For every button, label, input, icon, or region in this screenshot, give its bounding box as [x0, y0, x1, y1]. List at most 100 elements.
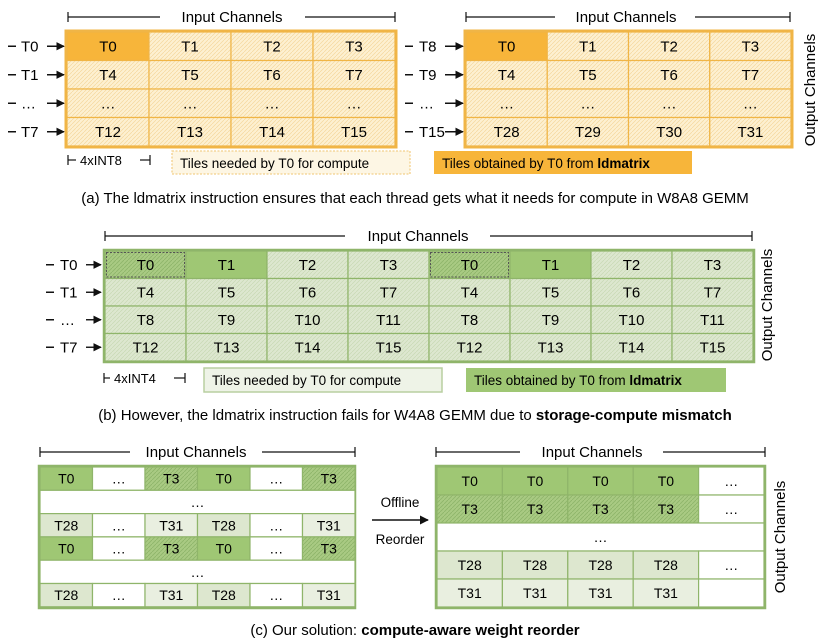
tile-label: …	[191, 494, 205, 510]
tile-cell	[436, 466, 504, 496]
tile-label: T1	[579, 38, 597, 55]
tile-label: T7	[704, 284, 722, 301]
tile-label: T15	[700, 339, 726, 356]
tile-label: …	[662, 95, 677, 112]
tile-cell	[465, 88, 548, 119]
thread-label: T15	[419, 124, 445, 141]
panel-c-right-grid: T0 T0 T0 T0 … T3 T3 T3 T3 … … T28 T28 T28 T28 … T31 T31 T3…	[436, 466, 765, 608]
panel-a-left-header: Input Channels	[67, 9, 396, 26]
tile-label: T3	[704, 257, 722, 274]
tile-label: T1	[542, 257, 560, 274]
tile-label: T31	[458, 585, 482, 601]
tile-label: T0	[592, 473, 609, 489]
panel-c-right-header: Input Channels	[435, 444, 766, 461]
tile-label: T3	[345, 38, 363, 55]
tile-label: …	[269, 541, 283, 557]
tile-label: T14	[619, 339, 645, 356]
reorder-label: Reorder	[376, 532, 425, 547]
tile-label: …	[743, 95, 758, 112]
tile-label: T3	[527, 501, 544, 517]
panel-a-left-grid: T0 T1 T2 T3 T4 T5 T6 T7 … … … … T12 T13 T14 T15	[66, 31, 396, 147]
tile-cell	[312, 31, 396, 62]
tile-label: T0	[99, 38, 117, 55]
thread-label: …	[60, 312, 75, 329]
tile-label: T3	[658, 501, 675, 517]
panel-b-output-label: Output Channels	[759, 249, 776, 362]
tile-cell	[312, 116, 396, 147]
tile-cell	[148, 116, 232, 147]
tile-label: T2	[623, 257, 641, 274]
tile-label: T28	[458, 557, 482, 573]
tile-label: T7	[380, 284, 398, 301]
tile-cell	[627, 88, 711, 119]
tile-cell	[230, 59, 314, 90]
thread-label: T7	[21, 124, 39, 141]
tile-cell	[436, 494, 504, 524]
tile-label: T14	[295, 339, 321, 356]
tile-label: T9	[542, 312, 560, 329]
tile-label: T3	[380, 257, 398, 274]
tile-label: T0	[658, 473, 675, 489]
tile-label: T4	[498, 67, 516, 84]
panel-b-caption: (b) However, the ldmatrix instruction fa…	[98, 407, 732, 424]
tile-label: T0	[461, 257, 479, 274]
panel-b-unit-label: 4xINT4	[114, 371, 156, 386]
offline-label: Offline	[381, 495, 420, 510]
tile-label: …	[580, 95, 595, 112]
tile-label: T6	[263, 67, 281, 84]
panel-a-unit-bracket: 4xINT8	[67, 153, 151, 168]
tile-label: T13	[177, 124, 203, 141]
tile-label: T15	[376, 339, 402, 356]
panel-a-legend-obtained: Tiles obtained by T0 from ldmatrix	[442, 156, 650, 171]
tile-cell	[148, 59, 232, 90]
tile-cell	[465, 31, 548, 62]
panel-b-header: Input Channels	[104, 228, 753, 245]
tile-label: T3	[163, 541, 180, 557]
tile-label: T10	[619, 312, 645, 329]
panel-c-output-label: Output Channels	[772, 481, 789, 594]
tile-cell	[671, 277, 754, 307]
offline-reorder-arrow: Offline Reorder	[372, 495, 429, 547]
tile-cell	[436, 578, 504, 608]
tile-label: …	[594, 529, 608, 545]
panel-c-left-header: Input Channels	[39, 444, 356, 461]
tile-label: T12	[133, 339, 159, 356]
panel-a-caption: (a) The ldmatrix instruction ensures tha…	[81, 190, 749, 207]
tile-label: …	[265, 95, 280, 112]
tile-label: …	[112, 517, 126, 533]
tile-cell	[509, 305, 592, 335]
thread-label: T7	[60, 339, 78, 356]
panel-b-unit-bracket: 4xINT4	[103, 371, 186, 386]
tile-cell	[546, 116, 630, 147]
tile-label: T2	[660, 38, 678, 55]
panel-c-caption: (c) Our solution: compute-aware weight r…	[250, 622, 579, 639]
tile-cell	[590, 250, 673, 280]
tile-label: T14	[259, 124, 285, 141]
tile-label: T13	[538, 339, 564, 356]
tile-cell	[567, 550, 634, 580]
tile-cell	[465, 59, 548, 90]
tile-label: T6	[623, 284, 641, 301]
panel-a-legend-obtained-box	[434, 151, 692, 174]
tile-label: T28	[523, 557, 547, 573]
tile-label: …	[499, 95, 514, 112]
thread-label: T8	[419, 38, 437, 55]
panel-a-legend-needed: Tiles needed by T0 for compute	[180, 156, 369, 171]
thread-label: …	[21, 95, 36, 112]
tile-label: T3	[742, 38, 760, 55]
thread-label: T1	[60, 284, 78, 301]
tile-label: T3	[163, 471, 180, 487]
panel-a-left-header-label: Input Channels	[182, 9, 283, 26]
tile-label: T29	[575, 124, 601, 141]
tile-highlight	[430, 252, 509, 278]
thread-label: T9	[419, 67, 437, 84]
tile-label: T31	[317, 587, 341, 603]
panel-b-legend-needed-box	[203, 367, 443, 393]
tile-cell	[590, 277, 673, 307]
tile-cell	[501, 550, 569, 580]
tile-cell	[428, 277, 511, 307]
panel-b-legend-obtained: Tiles obtained by T0 from ldmatrix	[474, 373, 682, 388]
tile-label: T8	[137, 312, 155, 329]
panel-a-right-header-label: Input Channels	[576, 9, 677, 26]
